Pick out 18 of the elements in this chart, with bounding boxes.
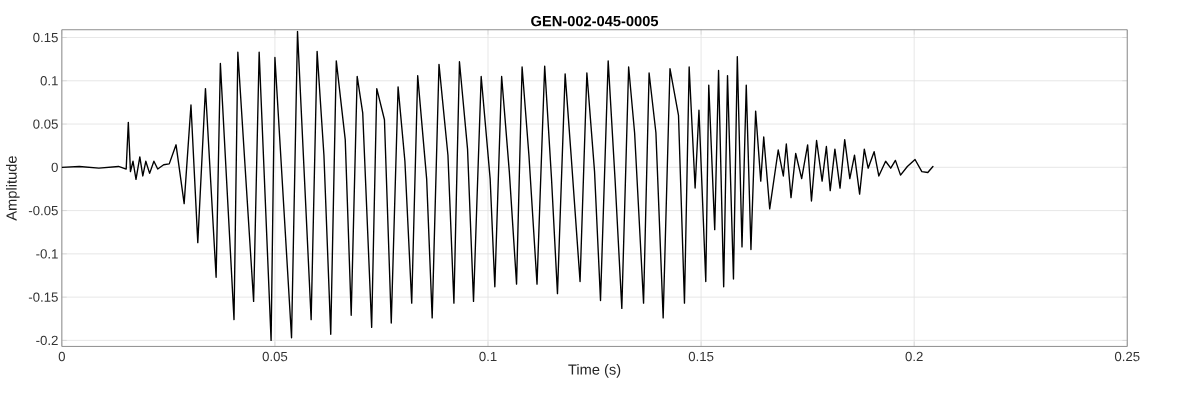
x-tick-label: 0.05 (262, 351, 288, 362)
y-tick-label: -0.2 (36, 335, 58, 346)
x-tick-label: 0.1 (479, 351, 497, 362)
line-series (61, 30, 934, 342)
x-axis-title: Time (s) (568, 364, 621, 378)
y-axis-title: Amplitude (5, 156, 20, 221)
y-tick-label: -0.1 (36, 249, 58, 259)
x-tick-label: 0.2 (905, 351, 923, 362)
x-tick-label: 0.15 (688, 351, 714, 362)
y-tick-label: 0.1 (40, 76, 58, 86)
y-tick-label: -0.15 (28, 292, 58, 302)
chart-title: GEN-002-045-0005 (531, 15, 659, 27)
y-tick-label: 0.15 (33, 32, 58, 43)
x-tick-label: 0 (58, 351, 65, 362)
y-tick-label: 0 (51, 162, 58, 173)
x-tick-label: 0.25 (1114, 351, 1140, 362)
y-tick-label: -0.05 (28, 205, 58, 216)
y-tick-label: 0.05 (33, 119, 58, 129)
